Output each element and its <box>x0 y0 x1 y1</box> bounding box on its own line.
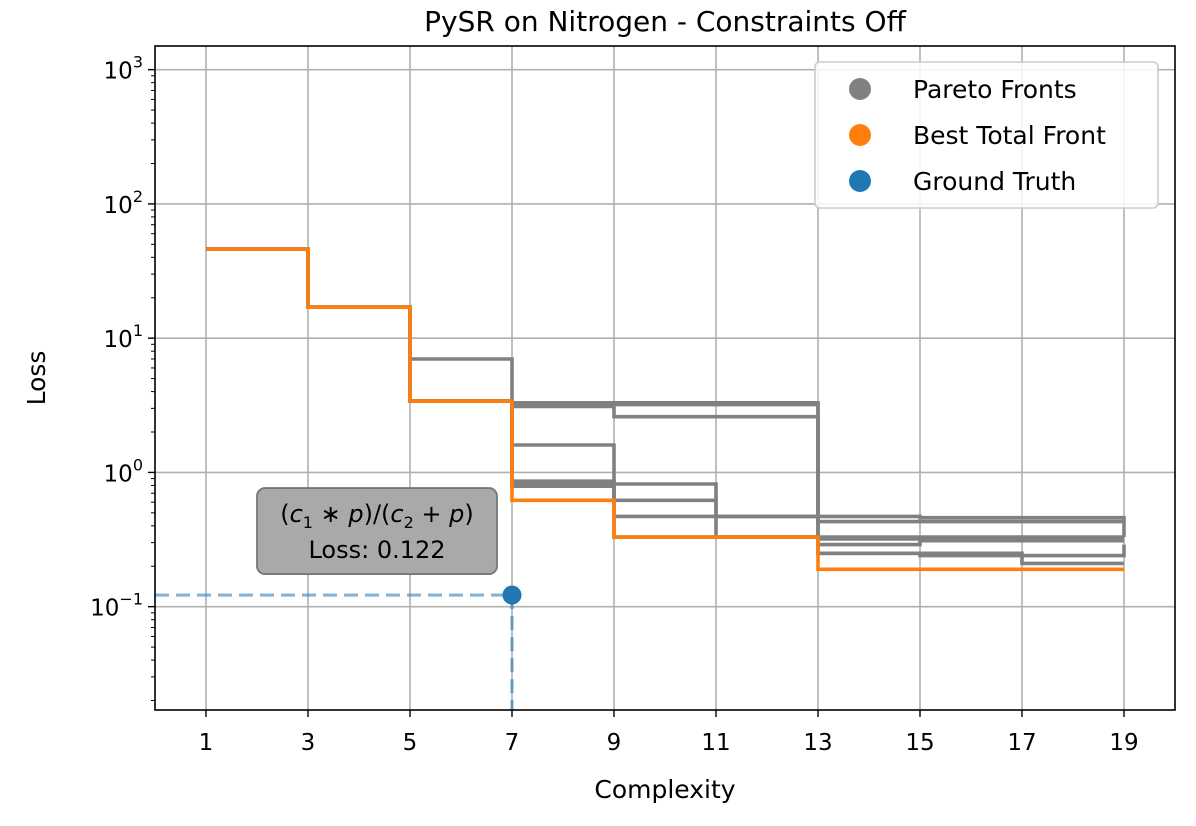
ground-truth-point <box>502 585 522 605</box>
y-tick-label: 103 <box>104 53 143 85</box>
x-tick-label: 5 <box>403 730 418 756</box>
best-total-front-line <box>206 247 1124 572</box>
x-tick-label: 19 <box>1109 730 1138 756</box>
y-tick-label: 101 <box>104 321 143 353</box>
annotation-box <box>256 487 498 575</box>
legend-marker <box>849 78 871 100</box>
y-tick-label: 10−1 <box>90 590 143 622</box>
y-tick-label: 102 <box>104 187 143 219</box>
y-tick-label: 100 <box>104 455 143 487</box>
x-tick-label: 9 <box>607 730 622 756</box>
legend: Pareto Fronts Best Total Front Ground Trut… <box>814 61 1159 209</box>
x-tick-label: 13 <box>803 730 832 756</box>
y-axis-label: Loss <box>22 351 51 406</box>
legend-box <box>814 61 1159 209</box>
plot-area <box>155 247 1126 710</box>
x-tick-label: 15 <box>905 730 934 756</box>
y-axis: 10−1 100 101 102 103 <box>90 53 155 702</box>
legend-label: Pareto Fronts <box>913 75 1077 104</box>
x-tick-label: 3 <box>301 730 316 756</box>
pareto-front-line <box>206 247 1124 524</box>
chart-title: PySR on Nitrogen - Constraints Off <box>424 5 906 38</box>
x-axis-label: Complexity <box>594 775 735 804</box>
x-tick-label: 17 <box>1007 730 1036 756</box>
legend-label: Ground Truth <box>913 167 1076 196</box>
ground-truth-loss: Loss: 0.122 <box>308 536 445 564</box>
ground-truth-formula: (c1 ∗ p)/(c2 + p) <box>280 500 474 532</box>
x-axis: 1 3 5 7 9 11 13 15 17 19 <box>199 710 1139 756</box>
ground-truth-annotation: (c1 ∗ p)/(c2 + p) Loss: 0.122 <box>256 487 498 575</box>
x-tick-label: 1 <box>199 730 214 756</box>
legend-marker <box>849 124 871 146</box>
plot-frame <box>154 45 1176 711</box>
legend-marker <box>849 170 871 192</box>
legend-label: Best Total Front <box>913 121 1106 150</box>
x-tick-label: 11 <box>701 730 730 756</box>
x-tick-label: 7 <box>505 730 520 756</box>
